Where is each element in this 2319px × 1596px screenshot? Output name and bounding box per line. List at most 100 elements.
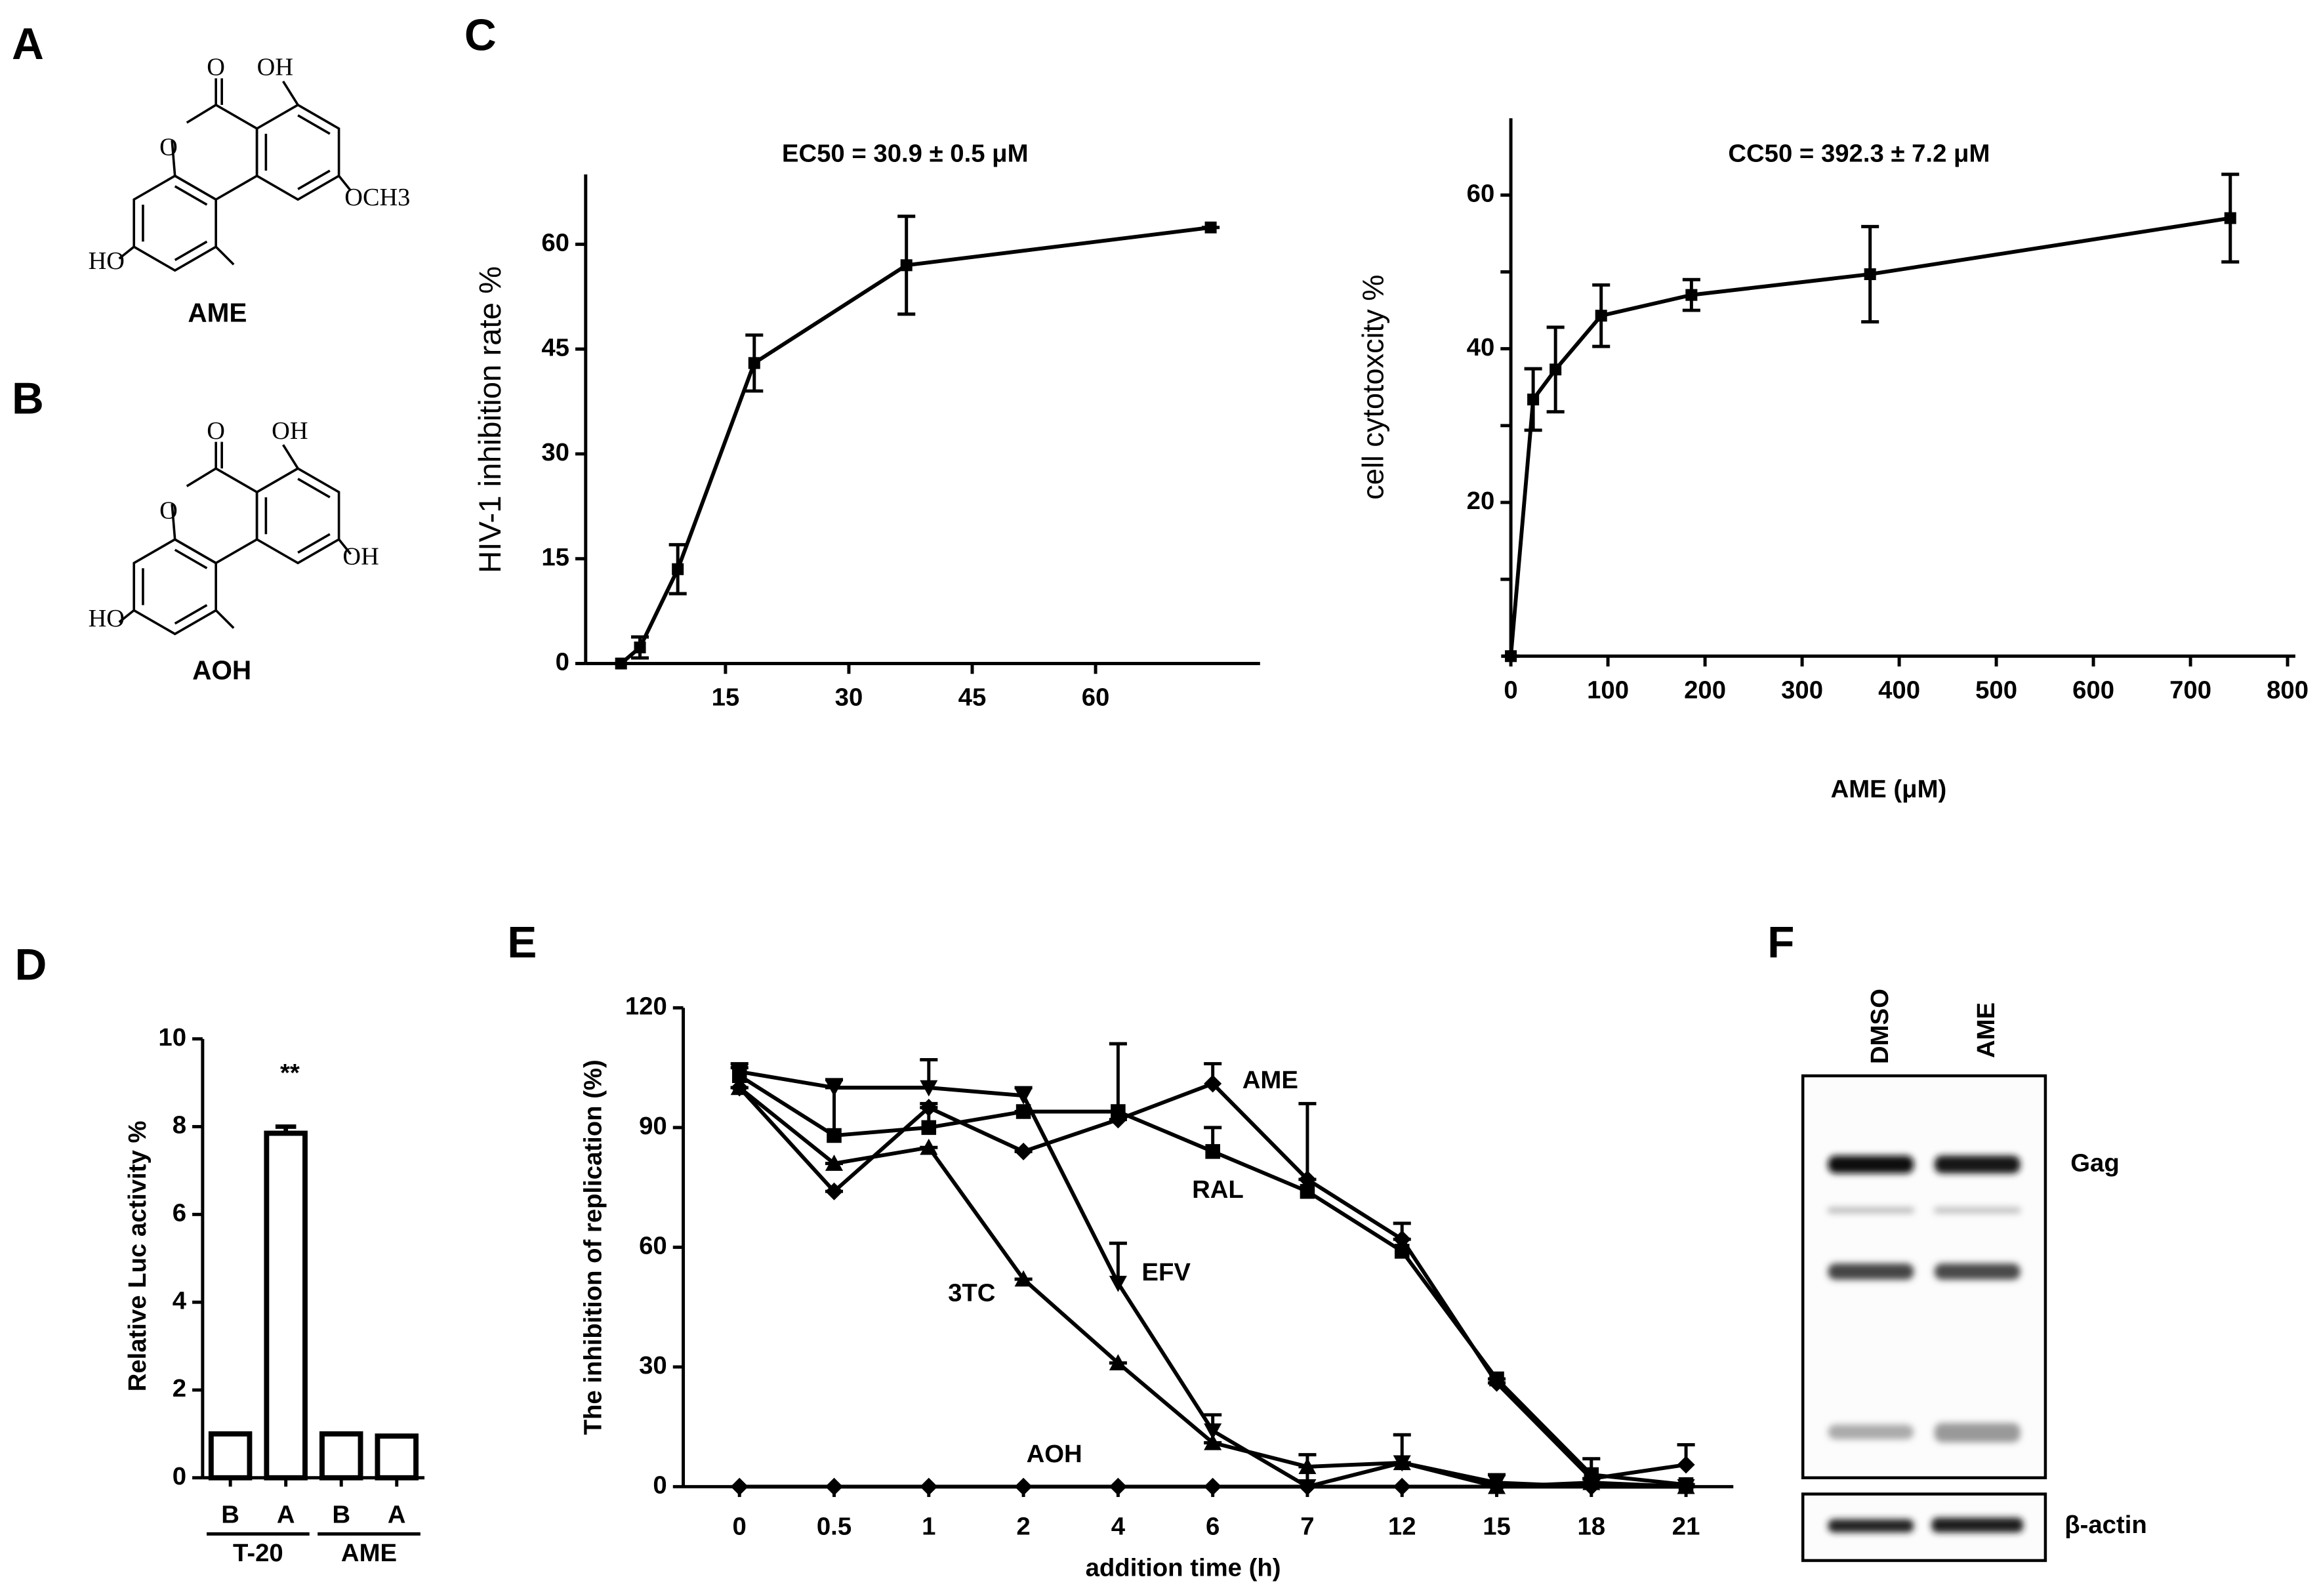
band-label: β-actin — [2064, 1511, 2147, 1539]
error-bar — [1298, 1101, 1317, 1192]
bar — [264, 1130, 308, 1481]
x-tick-label: 400 — [1878, 676, 1920, 704]
lane-label: AME — [1972, 1002, 2000, 1058]
x-tick-label: 15 — [1483, 1513, 1511, 1541]
x-tick-label: 2 — [1016, 1513, 1030, 1541]
band — [1828, 1424, 1914, 1440]
marker — [1393, 1477, 1411, 1496]
y-tick-label: 0 — [173, 1462, 186, 1490]
bond — [174, 604, 208, 625]
x-tick-label: 45 — [958, 684, 987, 712]
series-line — [619, 225, 1211, 665]
x-tick-label: 30 — [835, 684, 863, 712]
marker — [1204, 1423, 1222, 1440]
bond — [171, 140, 176, 176]
marker — [1394, 1244, 1410, 1259]
group-label: AME — [341, 1539, 397, 1567]
bond — [171, 504, 176, 540]
marker — [920, 1477, 938, 1496]
marker — [730, 1477, 749, 1496]
y-tick-label: 120 — [625, 992, 667, 1021]
marker — [634, 641, 646, 654]
y-tick-label: 60 — [1467, 180, 1495, 208]
bond — [282, 80, 299, 106]
bond — [297, 533, 331, 554]
bar — [375, 1433, 419, 1481]
annotation: ** — [280, 1059, 300, 1087]
panel-label: E — [507, 918, 537, 968]
marker — [1205, 1144, 1220, 1159]
marker — [1489, 1371, 1504, 1387]
atom-label: OCH3 — [344, 184, 410, 211]
panel-label: F — [1767, 918, 1794, 968]
marker — [1014, 1088, 1033, 1105]
bond — [186, 467, 217, 487]
bond — [133, 174, 217, 272]
series-label: EFV — [1141, 1258, 1191, 1286]
marker — [2224, 212, 2236, 224]
x-tick-label: 6 — [1206, 1513, 1220, 1541]
band — [1828, 1207, 1914, 1214]
atom-label: O — [159, 497, 178, 525]
y-tick-label: 8 — [173, 1111, 186, 1139]
x-tick-label: 0 — [733, 1513, 747, 1541]
band-label: Gag — [2070, 1149, 2120, 1177]
marker — [1204, 1433, 1222, 1450]
marker — [920, 1080, 938, 1097]
western-blot: DMSO AME Gag β-actin — [1801, 989, 2147, 1563]
marker — [827, 1128, 842, 1143]
marker — [672, 563, 684, 575]
marker — [1109, 1477, 1127, 1496]
marker — [1677, 1456, 1695, 1474]
marker — [1111, 1104, 1126, 1119]
bar — [319, 1431, 363, 1481]
x-tick-label: 4 — [1111, 1513, 1126, 1541]
bond — [215, 245, 235, 266]
bond — [215, 538, 258, 564]
panel-label: B — [12, 375, 44, 424]
marker — [1014, 1142, 1033, 1160]
group-label: T-20 — [233, 1539, 283, 1567]
y-axis-label: The inhibition of replication (%) — [579, 1059, 607, 1435]
bond — [133, 538, 217, 636]
band — [1828, 1155, 1914, 1174]
y-tick-label: 30 — [639, 1351, 667, 1380]
x-tick-label: 18 — [1577, 1513, 1605, 1541]
panel-label: A — [12, 20, 44, 69]
atom-label: HO — [89, 247, 125, 275]
x-tick-label: 1 — [922, 1513, 935, 1541]
y-tick-label: 10 — [158, 1023, 186, 1052]
atom-label: O — [207, 54, 225, 81]
x-tick-label: 21 — [1672, 1513, 1700, 1541]
x-tick-label: A — [388, 1500, 406, 1528]
marker — [825, 1155, 844, 1171]
bond — [338, 539, 352, 555]
band — [1934, 1423, 2021, 1443]
marker — [1298, 1477, 1317, 1496]
y-tick-label: 40 — [1467, 333, 1495, 361]
bond — [297, 169, 331, 190]
marker — [1014, 1270, 1033, 1287]
marker — [1204, 221, 1217, 234]
y-tick-label: 4 — [173, 1286, 187, 1315]
band — [1934, 1155, 2021, 1174]
structure-name: AME — [188, 298, 247, 328]
error-bar — [275, 1124, 297, 1134]
bond — [215, 104, 258, 130]
y-tick-label: 0 — [653, 1471, 667, 1499]
error-bar — [1109, 1042, 1127, 1112]
blot-bands — [1828, 1155, 2024, 1533]
y-axis-label: cell cytotoxcity % — [1357, 275, 1390, 500]
y-tick-label: 30 — [541, 438, 569, 466]
band — [1828, 1263, 1914, 1280]
marker — [1393, 1454, 1411, 1471]
bar — [208, 1431, 253, 1481]
chart-title: CC50 = 392.3 ± 7.2 μM — [1728, 140, 1990, 168]
y-tick-label: 6 — [173, 1198, 186, 1227]
marker — [900, 259, 913, 272]
marker — [1505, 650, 1517, 663]
y-tick-label: 15 — [541, 543, 569, 571]
band — [1934, 1263, 2021, 1280]
band — [1931, 1517, 2024, 1533]
